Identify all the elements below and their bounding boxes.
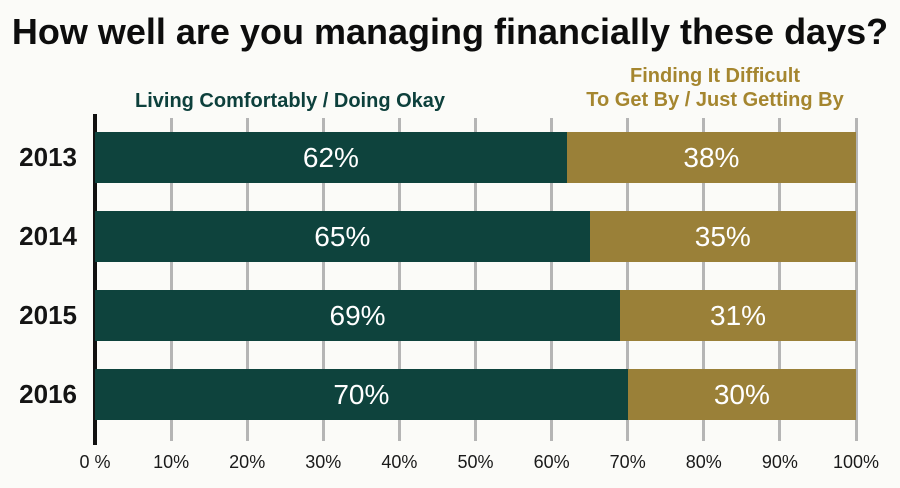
- bar-row-2016: 2016 70% 30%: [19, 369, 856, 420]
- bar-segment-comfortable: 62%: [95, 132, 567, 183]
- gridline: [169, 118, 173, 441]
- year-label: 2014: [19, 221, 77, 251]
- legend-label-difficult-line2: To Get By / Just Getting By: [586, 89, 844, 111]
- x-tick-label: 70%: [609, 452, 646, 472]
- x-tick-label: 60%: [533, 452, 570, 472]
- bar-value-label: 30%: [713, 378, 770, 410]
- bar-segment-comfortable: 70%: [95, 369, 628, 420]
- bar-row-2015: 2015 69% 31%: [19, 290, 856, 341]
- bar-value-label: 69%: [329, 299, 386, 331]
- gridline: [550, 118, 554, 441]
- gridline: [397, 118, 401, 441]
- bar-value-label: 38%: [683, 141, 740, 173]
- gridline: [474, 118, 477, 441]
- bar-value-label: 31%: [710, 299, 767, 331]
- year-label: 2015: [19, 300, 77, 330]
- x-tick-label: 30%: [305, 452, 342, 472]
- bar-value-label: 70%: [333, 378, 390, 410]
- chart-title: How well are you managing financially th…: [11, 11, 889, 52]
- bar-row-2014: 2014 65% 35%: [19, 211, 856, 262]
- legend-label-difficult: Finding It Difficult To Get By / Just Ge…: [565, 64, 865, 112]
- year-label: 2016: [19, 379, 77, 409]
- gridline: [245, 118, 249, 441]
- x-tick-label: 100%: [832, 452, 880, 472]
- y-axis-line: [93, 114, 97, 445]
- gridline: [321, 118, 325, 441]
- gridline: [626, 118, 630, 441]
- x-tick-label: 90%: [761, 452, 798, 472]
- legend-label-difficult-line1: Finding It Difficult: [630, 65, 800, 87]
- gridline: [702, 118, 706, 441]
- bar-segment-comfortable: 69%: [95, 290, 621, 341]
- bar-segment-comfortable: 65%: [95, 211, 590, 262]
- bar-value-label: 35%: [694, 220, 751, 252]
- bar-value-label: 65%: [314, 220, 371, 252]
- bar-value-label: 62%: [302, 141, 359, 173]
- legend-label-comfortable: Living Comfortably / Doing Okay: [134, 90, 446, 112]
- bar-segment-difficult: 35%: [589, 211, 856, 262]
- gridline: [778, 118, 782, 441]
- x-tick-label: 80%: [685, 452, 722, 472]
- x-tick-label: 20%: [229, 452, 266, 472]
- bar-row-2013: 2013 62% 38%: [19, 132, 856, 183]
- x-tick-label: 40%: [381, 452, 418, 472]
- bar-segment-difficult: 30%: [627, 369, 856, 420]
- x-tick-label: 50%: [457, 452, 494, 472]
- x-tick-label: 10%: [153, 452, 190, 472]
- x-tick-label: 0 %: [79, 452, 111, 472]
- bar-segment-difficult: 38%: [566, 132, 856, 183]
- year-label: 2013: [19, 142, 77, 172]
- bar-segment-difficult: 31%: [620, 290, 856, 341]
- gridline: [854, 118, 858, 441]
- plot-area: 0 % 10% 20% 30% 40% 50% 60% 70% 80% 90% 100% 2013 62…: [19, 114, 879, 472]
